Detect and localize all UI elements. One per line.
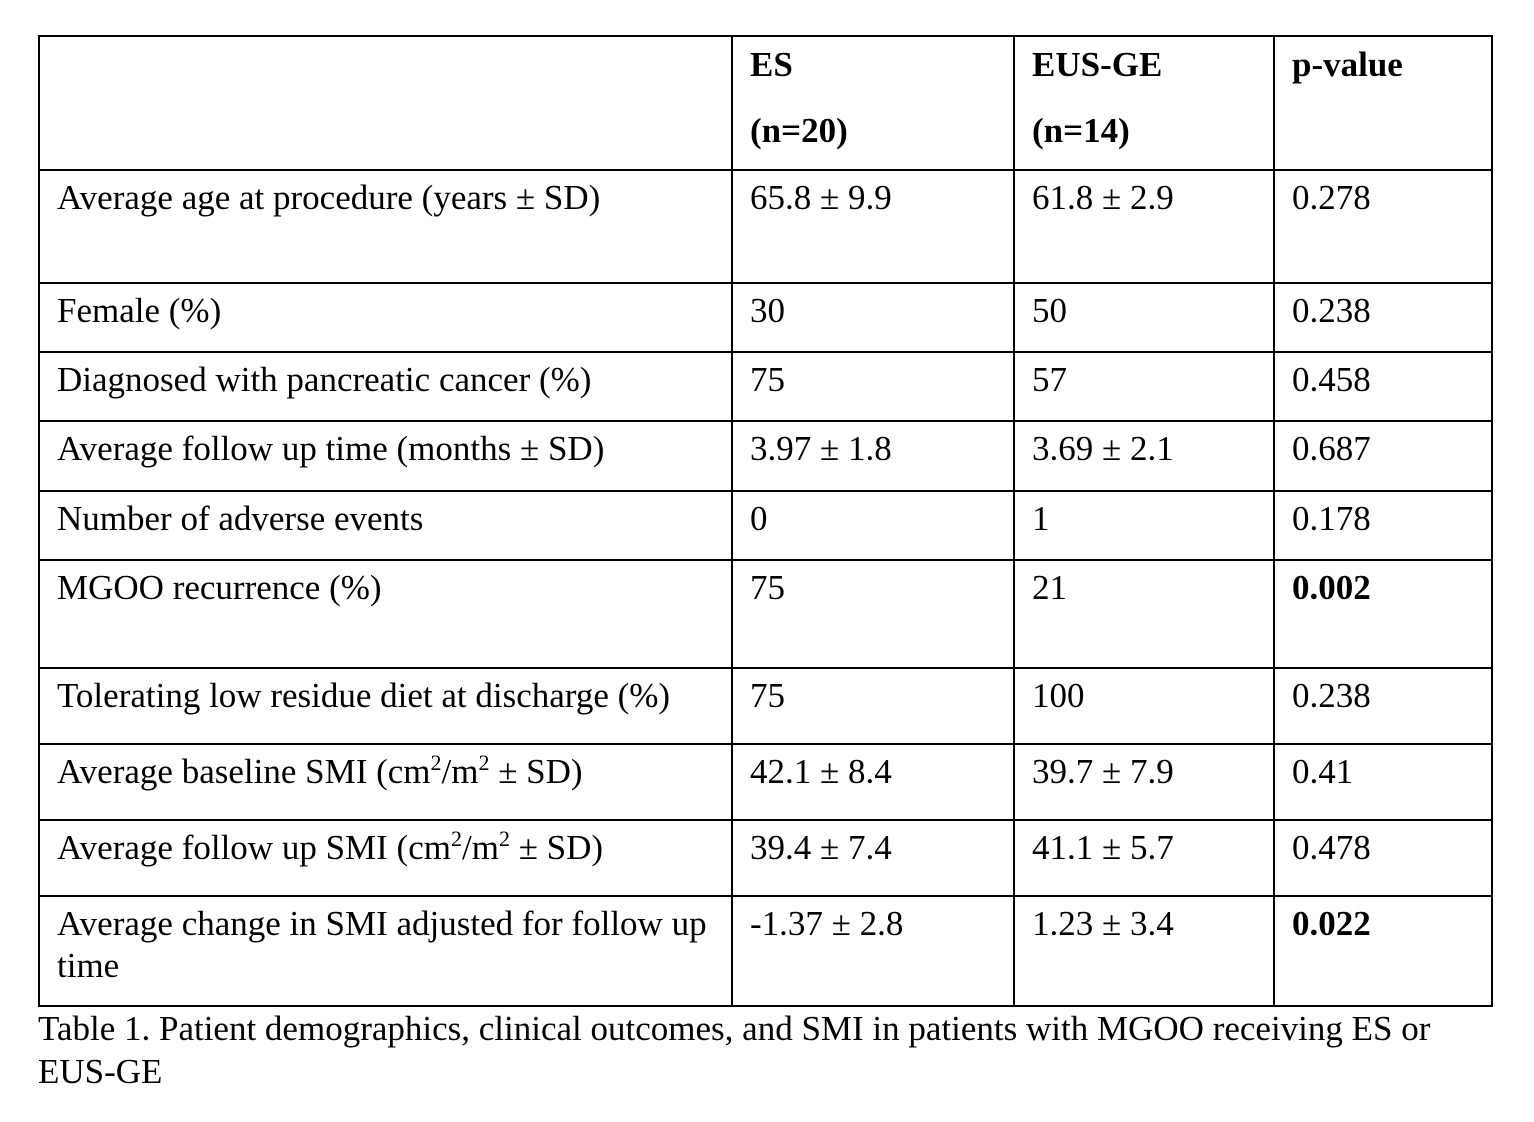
table-caption: Table 1. Patient demographics, clinical … (38, 1009, 1431, 1091)
row-label: Number of adverse events (57, 499, 424, 538)
eus-ge-value: 100 (1032, 676, 1085, 715)
p-value: 0.178 (1292, 499, 1371, 538)
eus-ge-value: 61.8 ± 2.9 (1032, 178, 1174, 217)
es-value: 75 (750, 676, 785, 715)
table-row: Average change in SMI adjusted for follo… (38, 895, 1493, 1007)
p-value: 0.278 (1292, 178, 1371, 217)
table-row: Average baseline SMI (cm2/m2 ± SD) 42.1 … (38, 743, 1493, 821)
table-row: MGOO recurrence (%) 75 21 0.002 (38, 559, 1493, 669)
eus-ge-value: 57 (1032, 360, 1067, 399)
es-value: 0 (750, 499, 768, 538)
eus-ge-value: 3.69 ± 2.1 (1032, 429, 1174, 468)
es-value: -1.37 ± 2.8 (750, 904, 904, 943)
header-es-n: (n=20) (750, 111, 848, 150)
eus-ge-value: 1.23 ± 3.4 (1032, 904, 1174, 943)
es-value: 65.8 ± 9.9 (750, 178, 892, 217)
table-row: Average age at procedure (years ± SD) 65… (38, 169, 1493, 284)
header-cell-blank (38, 35, 733, 171)
table-row: Tolerating low residue diet at discharge… (38, 667, 1493, 745)
row-label: Average baseline SMI (cm2/m2 ± SD) (57, 750, 583, 792)
table-row: Average follow up time (months ± SD) 3.9… (38, 420, 1493, 492)
header-eus-n: (n=14) (1032, 111, 1130, 150)
header-es-name: ES (750, 45, 793, 84)
eus-ge-value: 21 (1032, 568, 1067, 607)
eus-ge-value: 1 (1032, 499, 1050, 538)
eus-ge-value: 39.7 ± 7.9 (1032, 752, 1174, 791)
table-row: Female (%) 30 50 0.238 (38, 282, 1493, 353)
p-value: 0.458 (1292, 360, 1371, 399)
header-cell-es: ES (n=20) (731, 35, 1015, 171)
header-eus-name: EUS-GE (1032, 45, 1163, 84)
es-value: 42.1 ± 8.4 (750, 752, 892, 791)
row-label: Average follow up SMI (cm2/m2 ± SD) (57, 826, 604, 868)
row-label: Average age at procedure (years ± SD) (57, 178, 601, 217)
es-value: 39.4 ± 7.4 (750, 828, 892, 867)
es-value: 75 (750, 568, 785, 607)
p-value-significant: 0.002 (1292, 568, 1371, 607)
eus-ge-value: 41.1 ± 5.7 (1032, 828, 1174, 867)
p-value: 0.238 (1292, 676, 1371, 715)
header-p-value: p-value (1292, 45, 1403, 84)
table-row: Number of adverse events 0 1 0.178 (38, 490, 1493, 561)
row-label: Diagnosed with pancreatic cancer (%) (57, 360, 592, 399)
p-value: 0.687 (1292, 429, 1371, 468)
table-row: Average follow up SMI (cm2/m2 ± SD) 39.4… (38, 819, 1493, 897)
es-value: 30 (750, 291, 785, 330)
table-row: Diagnosed with pancreatic cancer (%) 75 … (38, 351, 1493, 422)
p-value: 0.41 (1292, 752, 1354, 791)
row-label: Female (%) (57, 291, 222, 330)
es-value: 3.97 ± 1.8 (750, 429, 892, 468)
row-label: Average change in SMI adjusted for follo… (57, 904, 707, 985)
p-value: 0.238 (1292, 291, 1371, 330)
header-cell-eus-ge: EUS-GE (n=14) (1013, 35, 1275, 171)
row-label: MGOO recurrence (%) (57, 568, 382, 607)
results-table: ES (n=20) EUS-GE (n=14) p-value (38, 35, 1493, 1007)
row-label: Average follow up time (months ± SD) (57, 429, 605, 468)
eus-ge-value: 50 (1032, 291, 1067, 330)
p-value-significant: 0.022 (1292, 904, 1371, 943)
header-row: ES (n=20) EUS-GE (n=14) p-value (38, 35, 1493, 171)
p-value: 0.478 (1292, 828, 1371, 867)
es-value: 75 (750, 360, 785, 399)
row-label: Tolerating low residue diet at discharge… (57, 676, 671, 715)
header-cell-p-value: p-value (1273, 35, 1493, 171)
